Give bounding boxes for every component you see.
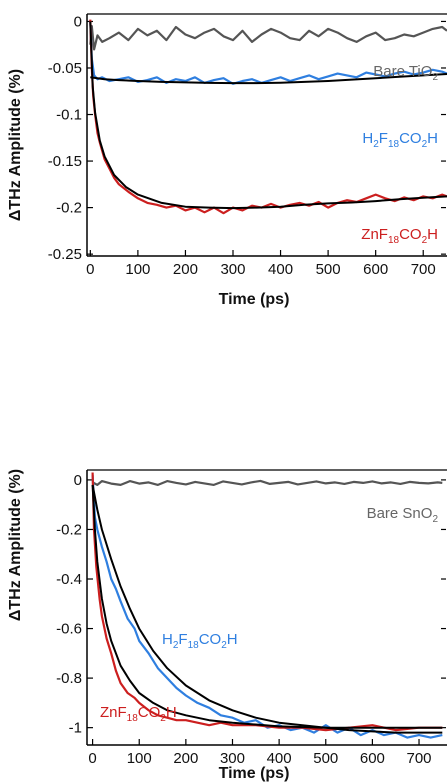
y-tick-label: 0 bbox=[74, 13, 82, 30]
y-tick-label: -0.1 bbox=[56, 107, 82, 124]
axes: 0 100 200 300 400 500 600 700 0 -0.2 -0.4 -0.6 -0.8 -… bbox=[56, 469, 447, 767]
x-tick-label: 100 bbox=[125, 261, 150, 278]
fit-line-1 bbox=[89, 21, 447, 210]
series-line-0 bbox=[89, 25, 447, 51]
x-tick-label: 600 bbox=[363, 261, 388, 278]
y-tick-label: -0.4 bbox=[56, 571, 82, 588]
x-tick-label: 200 bbox=[173, 750, 198, 767]
x-tick-label: 700 bbox=[411, 261, 436, 278]
plot-area bbox=[91, 472, 443, 739]
y-tick-label: -0.8 bbox=[56, 670, 82, 687]
y-axis-label: ΔTHz Amplitude (%) bbox=[7, 69, 24, 221]
x-tick-label: 700 bbox=[407, 750, 432, 767]
series-label-1: H2F18CO2H bbox=[362, 130, 438, 150]
series-line-2 bbox=[91, 472, 443, 732]
series-line-2 bbox=[89, 19, 447, 215]
series-label-0: Bare TiO2 bbox=[373, 63, 438, 83]
fit-line-1 bbox=[91, 484, 443, 729]
series-label-1: H2F18CO2H bbox=[162, 631, 238, 651]
x-tick-label: 600 bbox=[360, 750, 385, 767]
x-tick-label: 0 bbox=[88, 750, 96, 767]
x-tick-label: 100 bbox=[127, 750, 152, 767]
series-line-0 bbox=[92, 479, 443, 486]
y-tick-label: 0 bbox=[74, 472, 82, 489]
chart-top: ΔTHz Amplitude (%) Time (ps) 0 100 200 300 4… bbox=[7, 13, 447, 308]
fit-line-0 bbox=[90, 73, 447, 85]
series-line-1 bbox=[89, 21, 447, 85]
x-axis-label: Time (ps) bbox=[219, 291, 290, 308]
fit-line-0 bbox=[91, 484, 443, 734]
y-tick-label: -0.2 bbox=[56, 200, 82, 217]
y-tick-label: -0.15 bbox=[48, 153, 82, 170]
x-axis-label: Time (ps) bbox=[219, 765, 290, 782]
x-tick-label: 300 bbox=[220, 750, 245, 767]
chart-bottom: ΔTHz Amplitude (%) Time (ps) 0 100 200 300 4… bbox=[7, 469, 447, 782]
y-tick-label: -1 bbox=[69, 720, 82, 737]
x-tick-label: 400 bbox=[267, 750, 292, 767]
series-label-2: ZnF18CO2H bbox=[100, 704, 177, 724]
x-tick-label: 500 bbox=[313, 750, 338, 767]
y-tick-label: -0.25 bbox=[48, 246, 82, 263]
x-tick-label: 500 bbox=[316, 261, 341, 278]
x-tick-label: 400 bbox=[268, 261, 293, 278]
y-tick-label: -0.2 bbox=[56, 521, 82, 538]
x-tick-label: 0 bbox=[86, 261, 94, 278]
series-label-2: ZnF18CO2H bbox=[361, 226, 438, 246]
plot-area bbox=[89, 19, 447, 215]
y-axis-label: ΔTHz Amplitude (%) bbox=[7, 469, 24, 621]
y-tick-label: -0.6 bbox=[56, 621, 82, 638]
y-tick-label: -0.05 bbox=[48, 60, 82, 77]
series-label-0: Bare SnO2 bbox=[367, 505, 439, 525]
x-tick-label: 200 bbox=[173, 261, 198, 278]
x-tick-label: 300 bbox=[220, 261, 245, 278]
axes: 0 100 200 300 400 500 600 700 0 -0.05 -0.1 -0.15 -0.… bbox=[48, 13, 447, 278]
